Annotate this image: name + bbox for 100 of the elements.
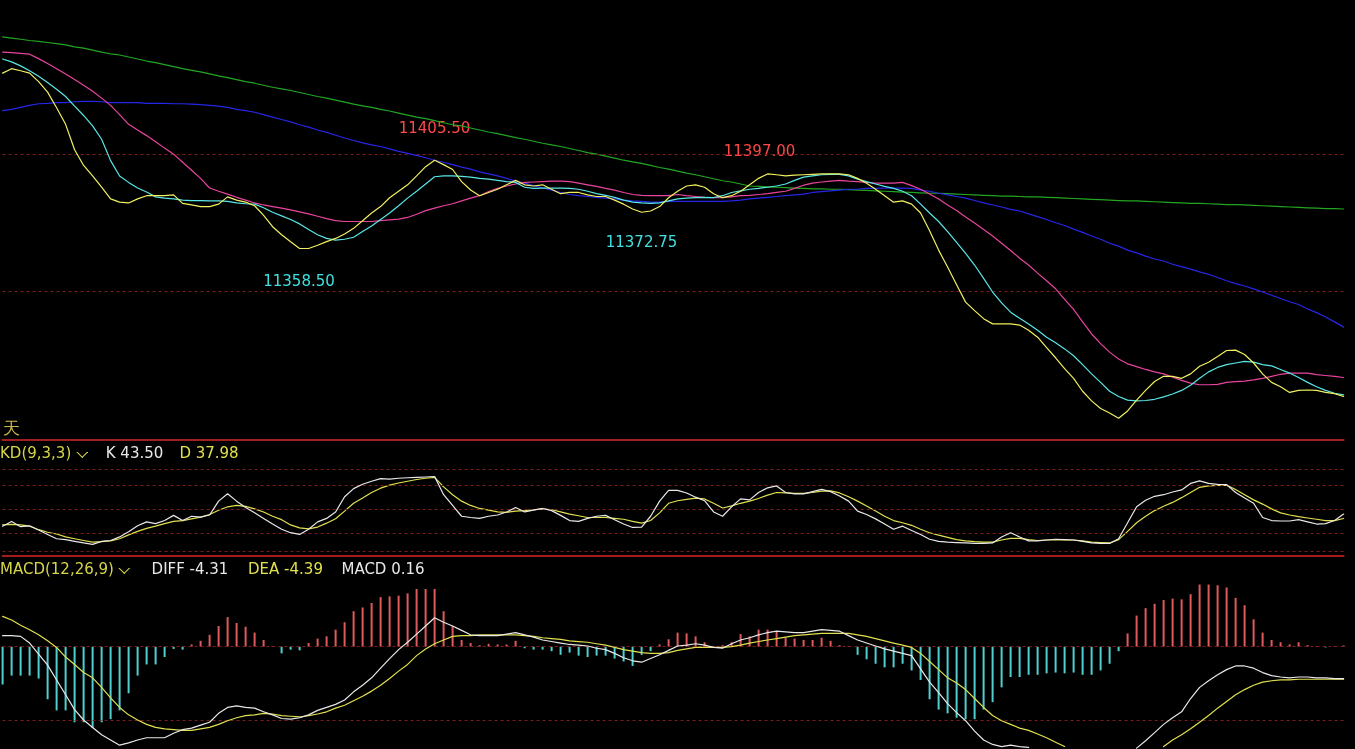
bar [991, 646, 994, 703]
bar [370, 603, 373, 647]
bar [1054, 646, 1057, 673]
bar [1243, 605, 1246, 647]
bar [325, 636, 328, 647]
bar [289, 646, 292, 650]
bar [1063, 646, 1066, 674]
bar [82, 646, 85, 723]
bar [55, 646, 58, 711]
bar [118, 646, 121, 711]
bar [793, 638, 796, 647]
bar [334, 629, 337, 647]
bar [1090, 646, 1093, 675]
bar [100, 646, 103, 723]
bar [541, 646, 544, 650]
bar [1252, 619, 1255, 647]
bar [874, 646, 877, 664]
bar [1198, 584, 1201, 647]
bar [946, 646, 949, 714]
bar [901, 646, 904, 664]
annotation: 天 [2, 418, 20, 438]
bar [388, 596, 391, 647]
annotation: 11397.00 [723, 142, 796, 160]
bar [352, 611, 355, 647]
bar [1180, 599, 1183, 647]
bar [343, 622, 346, 647]
bar [982, 646, 985, 710]
chart-title: KD(9,3,3) [0, 444, 72, 462]
bar [1027, 646, 1030, 675]
bar [136, 646, 139, 676]
bar [262, 640, 265, 647]
bar [1216, 585, 1219, 647]
bar [1234, 597, 1237, 647]
annotation: 11405.50 [398, 119, 471, 137]
bar [361, 607, 364, 647]
bar [1, 646, 4, 685]
bar [253, 632, 256, 647]
bar [1036, 646, 1039, 675]
bar [892, 646, 895, 668]
bar [586, 646, 589, 658]
bar [73, 646, 76, 723]
bar [10, 646, 13, 676]
bar [802, 640, 805, 647]
bar [577, 646, 580, 656]
bar [397, 595, 400, 647]
bar [91, 646, 94, 729]
bar [406, 593, 409, 647]
bar [667, 639, 670, 647]
bar [109, 646, 112, 720]
bar [514, 640, 517, 647]
bar [1225, 587, 1228, 647]
bar [829, 640, 832, 647]
bar [1009, 646, 1012, 678]
bar [856, 646, 859, 655]
bar [28, 646, 31, 676]
bar [19, 646, 22, 676]
bar [1045, 646, 1048, 674]
bar [208, 634, 211, 647]
bar [1135, 615, 1138, 647]
bar [226, 617, 229, 647]
bar [820, 637, 823, 647]
bar [532, 646, 535, 650]
bar [1108, 646, 1111, 664]
text: D 37.98 [179, 444, 239, 462]
bar [145, 646, 148, 665]
bar [1072, 646, 1075, 673]
bar [1099, 646, 1102, 671]
bar [460, 640, 463, 647]
bar [154, 646, 157, 665]
bar [1189, 594, 1192, 647]
bar [172, 646, 175, 649]
bar [199, 640, 202, 647]
bar [973, 646, 976, 720]
bar [1126, 633, 1129, 647]
bar [244, 626, 247, 647]
bar [1270, 640, 1273, 647]
bar [316, 638, 319, 647]
bar [415, 589, 418, 647]
bar [64, 646, 67, 711]
bar [1171, 598, 1174, 647]
text: DEA -4.39 [248, 560, 323, 578]
text: DIFF -4.31 [151, 560, 229, 578]
bar [937, 646, 940, 710]
bar [1018, 646, 1021, 678]
bar [1261, 632, 1264, 647]
bar [433, 589, 436, 647]
bar [1162, 600, 1165, 647]
text: K 43.50 [105, 444, 164, 462]
chart-title: MACD(12,26,9) [0, 560, 114, 578]
bar [568, 646, 571, 653]
bar [424, 589, 427, 647]
bar [37, 646, 40, 679]
bar [127, 646, 130, 694]
bar [46, 646, 49, 700]
bar [163, 646, 166, 658]
bar [181, 646, 184, 650]
bar [811, 640, 814, 647]
bar [865, 646, 868, 660]
bar [379, 597, 382, 647]
annotation: 11358.50 [263, 272, 335, 290]
